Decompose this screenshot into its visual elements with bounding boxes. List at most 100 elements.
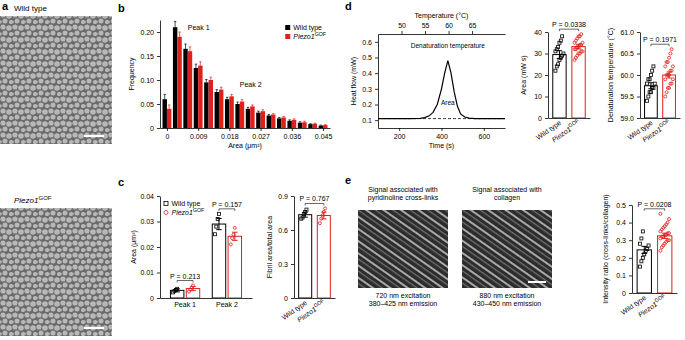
axis-line: [632, 206, 633, 294]
tick: 0.9: [278, 193, 294, 200]
x-axis: Wild typePiezo1GOF: [626, 117, 680, 143]
data-point: [659, 249, 662, 252]
tick-label: Piezo1GOF: [549, 117, 581, 143]
tick: 0.02: [140, 244, 160, 251]
tick-mark: [545, 97, 548, 98]
tick-mark: [629, 240, 632, 241]
tick: Peak 2: [216, 301, 238, 308]
error-bar: [557, 51, 562, 59]
panel-letter: b: [118, 2, 125, 14]
tick-label: 50: [398, 22, 406, 29]
axis-line: [161, 298, 253, 299]
tick-mark: [157, 56, 160, 57]
data-point: [646, 99, 649, 102]
gene-name: Piezo1: [293, 33, 315, 40]
tick: 0: [165, 128, 169, 140]
axis-line: [161, 128, 331, 129]
data-point: [215, 225, 218, 228]
data-point: [647, 244, 650, 247]
plot-marks: [637, 212, 672, 293]
data-point: [671, 65, 674, 68]
tick-mark: [637, 75, 640, 76]
tick-mark: [157, 247, 160, 248]
tick-label: 600: [478, 133, 490, 140]
axis-line: [633, 293, 678, 294]
tick: Piezo1GOF: [636, 292, 668, 318]
tick-mark: [545, 54, 548, 55]
error-bar: [241, 100, 243, 102]
tick: 0.3: [616, 237, 632, 244]
tick-mark: [157, 128, 160, 129]
error-bar: [293, 118, 295, 120]
tick-mark: [229, 128, 230, 131]
x-axis-title: Area (μm²): [228, 142, 262, 150]
tick-mark: [291, 264, 294, 265]
legend: Wild typePiezo1GOF: [285, 24, 326, 40]
tick-mark: [292, 128, 293, 131]
plot-marks: [170, 212, 241, 298]
tick-mark: [545, 118, 548, 119]
tick: 0.01: [140, 269, 160, 276]
bar: [299, 215, 312, 298]
data-point: [638, 265, 641, 268]
tick: Piezo1GOF: [295, 297, 327, 323]
tick: 40: [534, 29, 548, 36]
tick-mark: [198, 128, 199, 131]
tick-mark: [449, 31, 450, 34]
image-caption: 720 nm excitation: [376, 292, 431, 299]
legend-item: Piezo1GOF: [285, 31, 326, 40]
bar: [228, 236, 241, 298]
tick-label: 0.10: [140, 77, 154, 84]
bar: [281, 117, 285, 128]
tick: 200: [394, 128, 406, 140]
tick-mark: [291, 298, 294, 299]
data-point: [668, 232, 671, 235]
bar: [215, 92, 219, 128]
error-bar: [164, 94, 166, 99]
p-value: P = 0.0338: [552, 21, 586, 28]
error-bar: [662, 233, 668, 238]
tick-mark: [157, 222, 160, 223]
error-bar: [324, 124, 326, 125]
tick-mark: [545, 75, 548, 76]
tick-mark: [629, 223, 632, 224]
bar: [287, 121, 291, 128]
error-bar: [190, 287, 195, 291]
p-value: P = 0.157: [212, 201, 242, 208]
tick-mark: [637, 54, 640, 55]
bar: [198, 66, 202, 128]
significance-bracket: [177, 281, 193, 283]
data-point: [562, 52, 565, 55]
y-axis-title: Frequency: [128, 57, 136, 91]
data-point: [557, 63, 560, 66]
error-bar: [189, 47, 191, 51]
axis-line: [379, 34, 506, 35]
tick-mark: [484, 128, 485, 131]
significance-bracket: [305, 203, 324, 205]
tick-mark: [157, 104, 160, 105]
gene-name: Piezo1: [172, 209, 194, 216]
tick-label: 0.4: [362, 70, 372, 77]
plot-marks: [378, 61, 505, 119]
data-point: [638, 242, 641, 245]
error-bar: [205, 80, 207, 83]
data-point: [664, 78, 667, 81]
tick: 400: [436, 128, 448, 140]
tick-mark: [629, 205, 632, 206]
error-bar: [168, 105, 170, 109]
tick-mark: [323, 128, 324, 131]
significance-bracket: [651, 44, 669, 46]
tick: 0: [538, 115, 548, 122]
tick-mark: [375, 120, 378, 121]
error-bar: [226, 97, 228, 99]
tick-mark: [157, 196, 160, 197]
error-bar: [174, 21, 176, 27]
data-point: [665, 91, 668, 94]
tick-mark: [375, 58, 378, 59]
y-axis: 00.10.20.30.40.5: [616, 202, 632, 297]
x-axis-title: Time (s): [429, 142, 454, 150]
tick: 0: [150, 295, 160, 302]
data-point: [580, 33, 583, 36]
scale-bar: [84, 135, 104, 137]
tick: 59.5: [620, 93, 640, 100]
